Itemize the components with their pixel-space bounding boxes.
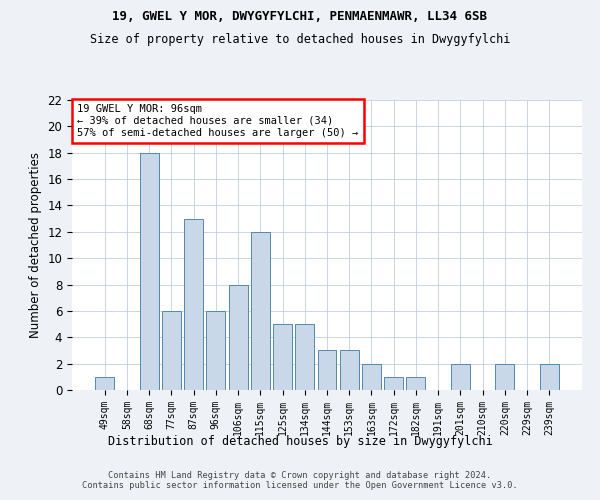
Bar [540, 364, 559, 390]
Bar [206, 311, 225, 390]
Text: 19, GWEL Y MOR, DWYGYFYLCHI, PENMAENMAWR, LL34 6SB: 19, GWEL Y MOR, DWYGYFYLCHI, PENMAENMAWR… [113, 10, 487, 23]
Bar [95, 377, 114, 390]
Bar [251, 232, 270, 390]
Bar [384, 377, 403, 390]
Bar [184, 218, 203, 390]
Bar [451, 364, 470, 390]
Bar [295, 324, 314, 390]
Text: 19 GWEL Y MOR: 96sqm
← 39% of detached houses are smaller (34)
57% of semi-detac: 19 GWEL Y MOR: 96sqm ← 39% of detached h… [77, 104, 358, 138]
Bar [362, 364, 381, 390]
Bar [140, 152, 158, 390]
Bar [317, 350, 337, 390]
Bar [229, 284, 248, 390]
Bar [406, 377, 425, 390]
Text: Size of property relative to detached houses in Dwygyfylchi: Size of property relative to detached ho… [90, 32, 510, 46]
Text: Contains HM Land Registry data © Crown copyright and database right 2024.
Contai: Contains HM Land Registry data © Crown c… [82, 470, 518, 490]
Y-axis label: Number of detached properties: Number of detached properties [29, 152, 42, 338]
Bar [273, 324, 292, 390]
Bar [496, 364, 514, 390]
Bar [340, 350, 359, 390]
Text: Distribution of detached houses by size in Dwygyfylchi: Distribution of detached houses by size … [107, 435, 493, 448]
Bar [162, 311, 181, 390]
